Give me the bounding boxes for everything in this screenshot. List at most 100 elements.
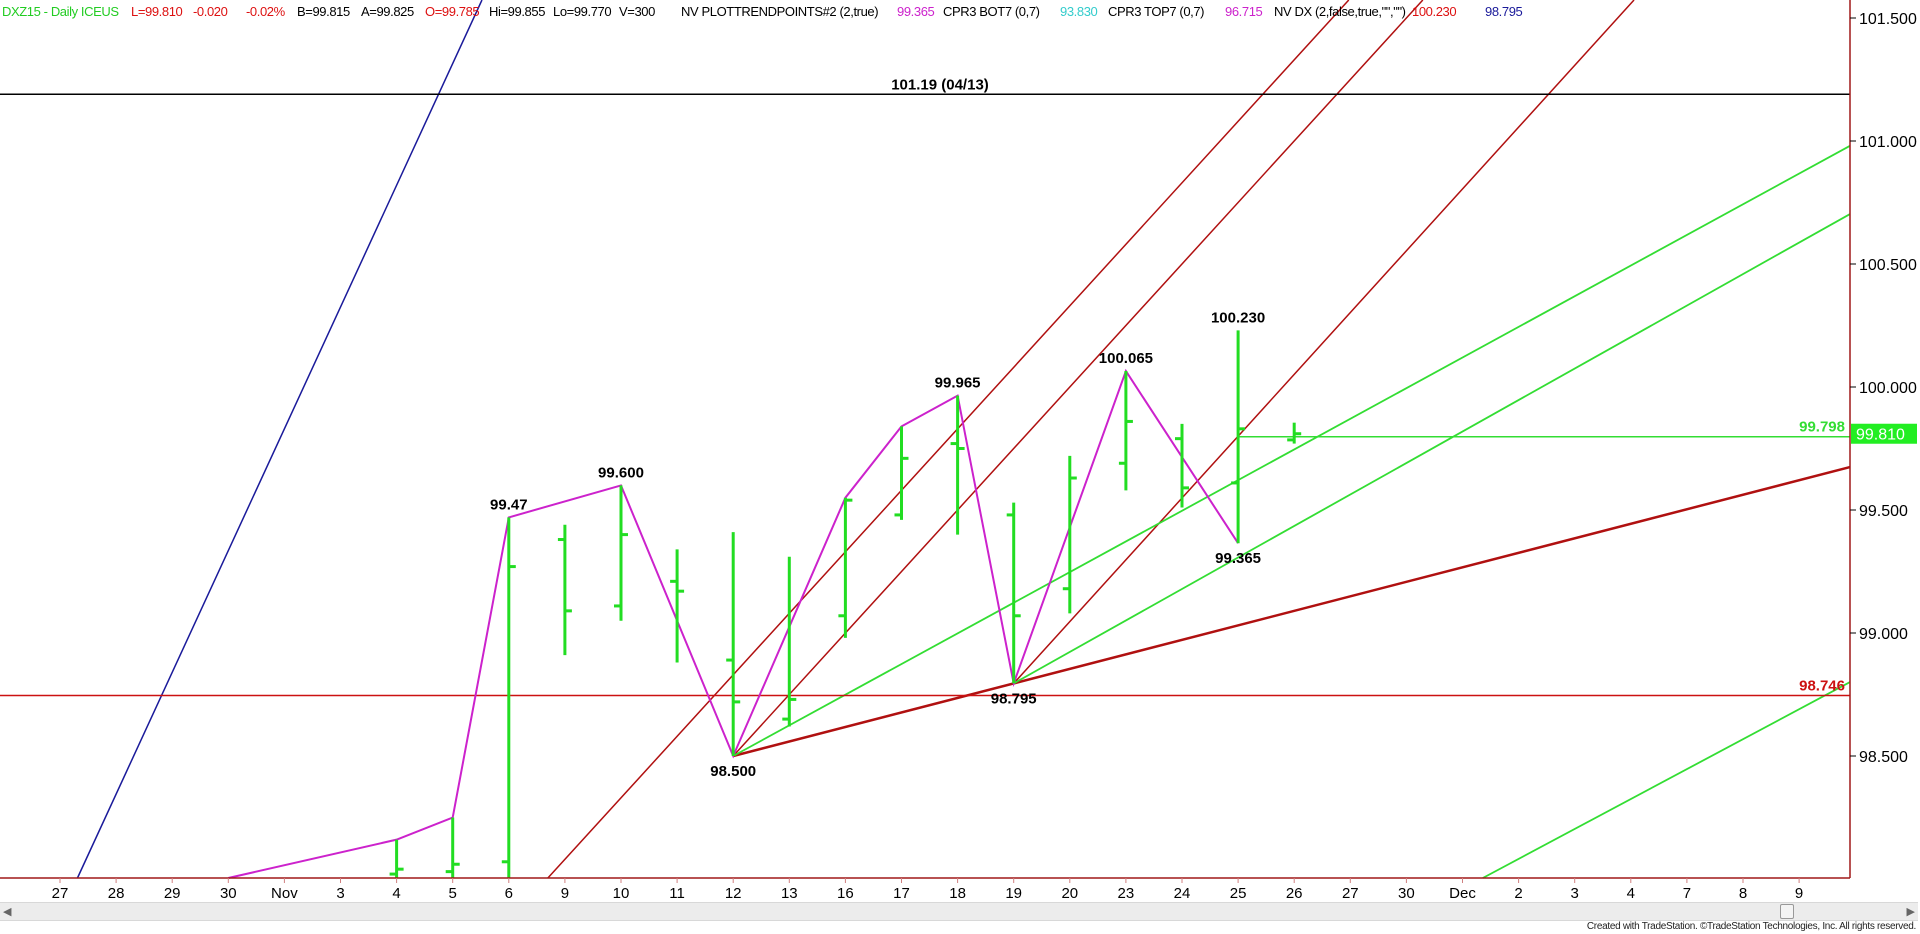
- x-tick-label: 5: [449, 885, 457, 902]
- trendline: [1013, 0, 1635, 684]
- pivot-label: 98.795: [991, 690, 1037, 707]
- volume: V=300: [619, 4, 655, 19]
- pivot-label: 99.965: [935, 375, 981, 392]
- axes-layer: 101.500 101.000 100.500 100.000 99.500 99.000…: [0, 0, 1917, 902]
- x-tick-label: 3: [1571, 885, 1579, 902]
- y-tick-label: 101.500: [1859, 11, 1917, 28]
- x-tick-label: 19: [1005, 885, 1022, 902]
- indicator-plottrendpoints: NV PLOTTRENDPOINTS#2 (2,true): [681, 4, 879, 19]
- ohlc-bar: [1175, 423, 1189, 508]
- indicator-cpr3-bot7: CPR3 BOT7 (0,7): [943, 4, 1040, 19]
- indicator-nv-dx-value-low: 98.795: [1485, 4, 1523, 19]
- ohlc-bar: [389, 839, 404, 878]
- x-tick-label: Dec: [1449, 885, 1476, 902]
- x-tick-label: 7: [1683, 885, 1691, 902]
- ohlc-bar: [557, 524, 572, 656]
- ohlc-bar: [1006, 502, 1021, 684]
- x-tick-label: 13: [781, 885, 798, 902]
- ohlc-bar: [501, 517, 516, 878]
- x-tick-label: 12: [725, 885, 742, 902]
- x-tick-label: 4: [1627, 885, 1635, 902]
- scroll-right-arrow-icon[interactable]: ▶: [1906, 906, 1915, 918]
- x-tick-label: 8: [1739, 885, 1747, 902]
- ohlc-bar: [670, 549, 685, 663]
- symbol-label: DXZ15 - Daily ICEUS: [2, 4, 119, 19]
- x-tick-label: 26: [1286, 885, 1303, 902]
- ohlc-bar: [1062, 455, 1077, 614]
- ohlc-bar: [1231, 330, 1246, 544]
- low-price: Lo=99.770: [553, 4, 612, 19]
- bid-price: B=99.815: [297, 4, 350, 19]
- last-price-label: 99.810: [1856, 427, 1905, 444]
- indicator-cpr3-top7-value: 96.715: [1225, 4, 1263, 19]
- x-tick-label: 9: [561, 885, 569, 902]
- pivot-label: 99.365: [1215, 550, 1261, 567]
- last-price-box: [1851, 423, 1917, 444]
- trendline: [76, 0, 483, 879]
- y-tick-label: 99.000: [1859, 626, 1908, 643]
- trendlines-layer: [76, 0, 1851, 879]
- pivot-label: 98.500: [710, 763, 756, 780]
- trendline: [732, 145, 1851, 757]
- indicator-cpr3-bot7-value: 93.830: [1060, 4, 1098, 19]
- horizontal-line-label: 101.19 (04/13): [891, 76, 989, 93]
- x-tick-label: 11: [669, 885, 685, 902]
- y-tick-label: 98.500: [1859, 749, 1908, 766]
- horizontal-scrollbar[interactable]: ◀ ▶: [0, 902, 1918, 921]
- indicator-cpr3-top7: CPR3 TOP7 (0,7): [1108, 4, 1205, 19]
- x-tick-label: 28: [108, 885, 125, 902]
- pivot-label: 99.47: [490, 496, 528, 513]
- x-tick-label: 16: [837, 885, 854, 902]
- x-tick-label: 24: [1174, 885, 1191, 902]
- x-tick-label: 18: [949, 885, 966, 902]
- ohlc-bar: [1287, 422, 1302, 444]
- pivot-labels-layer: 99.47 99.600 98.500 99.965 98.795 100.065 100.…: [490, 309, 1265, 780]
- last-price: L=99.810: [131, 4, 183, 19]
- copyright-footer: Created with TradeStation. ©TradeStation…: [1586, 921, 1916, 932]
- x-tick-label: 9: [1795, 885, 1803, 902]
- x-tick-label: 3: [336, 885, 344, 902]
- x-tick-label: 2: [1514, 885, 1522, 902]
- x-tick-label: 30: [220, 885, 237, 902]
- x-tick-label: 17: [893, 885, 910, 902]
- horizontal-line-label: 98.746: [1799, 677, 1845, 694]
- ohlc-bars-layer: [389, 330, 1302, 878]
- ohlc-bar: [782, 556, 797, 727]
- x-tick-label: 20: [1061, 885, 1078, 902]
- chart-header: DXZ15 - Daily ICEUS L=99.810 -0.020 -0.0…: [0, 0, 1850, 22]
- y-tick-label: 99.500: [1859, 503, 1908, 520]
- ohlc-bar: [445, 817, 460, 878]
- trendline: [732, 465, 1851, 758]
- x-tick-label: 6: [505, 885, 513, 902]
- ohlc-bar: [1118, 371, 1133, 491]
- ask-price: A=99.825: [361, 4, 414, 19]
- x-tick-label: 23: [1118, 885, 1135, 902]
- pivot-label: 100.230: [1211, 309, 1265, 326]
- indicator-nv-dx: NV DX (2,false,true,"",""): [1274, 4, 1406, 19]
- indicator-plottrendpoints-value: 99.365: [897, 4, 935, 19]
- horizontal-lines-layer: 101.19 (04/13) 98.746 99.798: [0, 76, 1850, 697]
- ohlc-bar: [614, 485, 628, 621]
- pivot-label: 99.600: [598, 464, 644, 481]
- x-tick-label: 4: [392, 885, 400, 902]
- trendline: [1482, 681, 1851, 879]
- scroll-left-arrow-icon[interactable]: ◀: [3, 906, 12, 918]
- horizontal-line-label: 99.798: [1799, 419, 1845, 436]
- scrollbar-thumb[interactable]: [1780, 904, 1794, 919]
- ohlc-bar: [726, 532, 741, 756]
- y-tick-label: 100.500: [1859, 257, 1917, 274]
- x-tick-label: 10: [613, 885, 630, 902]
- x-tick-label: 29: [164, 885, 181, 902]
- x-tick-label: Nov: [271, 885, 298, 902]
- x-tick-label: 30: [1398, 885, 1415, 902]
- pct-change: -0.02%: [246, 4, 285, 19]
- x-tick-label: 25: [1230, 885, 1247, 902]
- high-price: Hi=99.855: [489, 4, 546, 19]
- trendline: [547, 0, 1350, 879]
- ohlc-bar: [894, 426, 909, 520]
- x-tick-label: 27: [1342, 885, 1359, 902]
- pivot-label: 100.065: [1099, 350, 1153, 367]
- net-change: -0.020: [193, 4, 228, 19]
- trendline: [732, 0, 1424, 757]
